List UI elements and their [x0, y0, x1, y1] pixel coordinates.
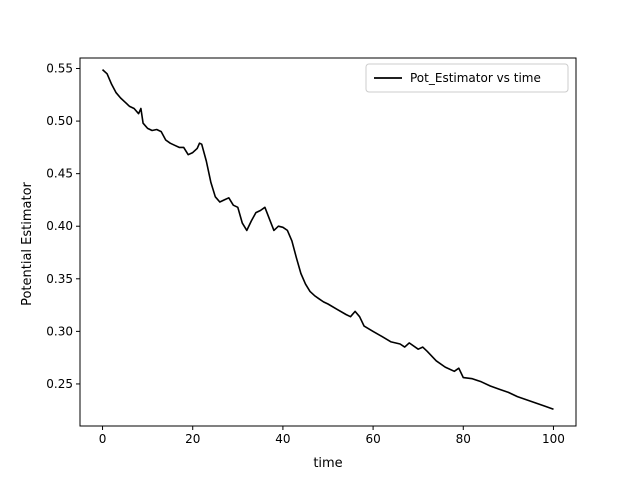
- y-tick-label: 0.55: [46, 62, 73, 76]
- y-tick-label: 0.50: [46, 114, 73, 128]
- y-tick-label: 0.35: [46, 272, 73, 286]
- y-tick-label: 0.45: [46, 167, 73, 181]
- x-tick-label: 0: [99, 432, 107, 446]
- series-line-0: [101, 69, 554, 410]
- legend: Pot_Estimator vs time: [365, 63, 569, 93]
- series-layer: [101, 69, 554, 410]
- axes: 0 20 40 60 80 100 0.25 0.30 0.35 0.40 0.45 0.50 0.55: [46, 57, 577, 446]
- y-tick-label: 0.30: [46, 324, 73, 338]
- legend-label: Pot_Estimator vs time: [410, 71, 541, 85]
- y-tick-label: 0.40: [46, 219, 73, 233]
- x-tick-label: 100: [542, 432, 565, 446]
- y-axis-label: Potential Estimator: [20, 181, 35, 305]
- x-tick-label: 40: [275, 432, 290, 446]
- y-tick-label: 0.25: [46, 377, 73, 391]
- x-tick-label: 60: [365, 432, 380, 446]
- x-tick-label: 20: [185, 432, 200, 446]
- x-tick-label: 80: [456, 432, 471, 446]
- x-axis-label: time: [313, 456, 342, 471]
- legend-box: [365, 63, 569, 93]
- plot-frame: [79, 57, 577, 427]
